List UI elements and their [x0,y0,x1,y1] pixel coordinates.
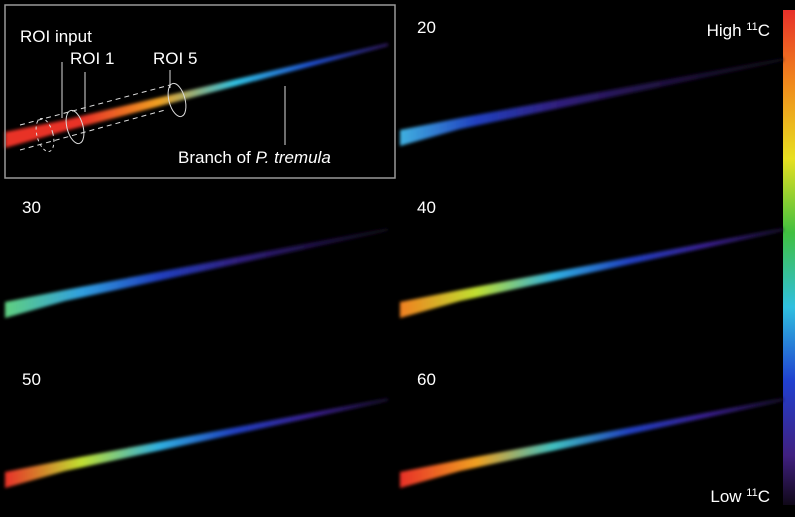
background [0,0,795,517]
time-label: 30 [22,198,41,217]
time-label: 60 [417,370,436,389]
high-sup: 11 [746,21,757,33]
low-suffix: C [758,487,770,506]
branch-label: Branch of P. tremula [178,148,331,167]
colorbar [783,10,795,505]
low-sup: 11 [746,487,757,499]
roi-input-label: ROI input [20,27,92,46]
low-text: Low [710,487,746,506]
colorbar-high: High 11C [707,21,770,40]
roi-1-label: ROI 1 [70,49,114,68]
branch-species: P. tremula [256,148,331,167]
high-suffix: C [758,21,770,40]
time-label: 20 [417,18,436,37]
branch-text: Branch of [178,148,256,167]
high-text: High [707,21,747,40]
roi-5-label: ROI 5 [153,49,197,68]
colorbar-low: Low 11C [710,487,770,506]
time-label: 50 [22,370,41,389]
time-label: 40 [417,198,436,217]
figure: High 11C Low 11C 2030405060 ROI input RO… [0,0,795,517]
